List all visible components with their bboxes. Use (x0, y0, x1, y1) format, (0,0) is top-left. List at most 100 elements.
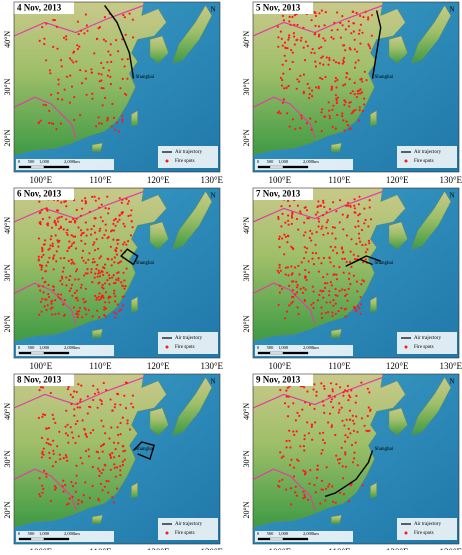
fire-spot (104, 263, 107, 266)
fire-spot (278, 246, 281, 249)
fire-spot (329, 261, 332, 264)
fire-spot (104, 96, 107, 99)
fire-spot (122, 295, 125, 298)
fire-spot (107, 50, 110, 53)
fire-spot (308, 96, 311, 100)
fire-spot (287, 36, 291, 39)
fire-spot (320, 382, 323, 385)
fire-spot (121, 463, 124, 467)
fire-spot (342, 477, 345, 480)
fire-spot (314, 213, 317, 216)
fire-spot (40, 208, 43, 211)
fire-spot (288, 439, 291, 442)
fire-spot (46, 304, 49, 307)
fire-spot (101, 236, 104, 240)
fire-spot (281, 63, 284, 66)
legend-box (397, 332, 457, 354)
fire-spot (305, 278, 308, 282)
fire-spot (103, 313, 106, 317)
fire-spot (118, 197, 121, 200)
fire-spot (86, 268, 89, 271)
fire-spot (294, 485, 297, 488)
fire-spot (300, 117, 303, 120)
fire-spot (107, 480, 110, 483)
fire-spot (337, 310, 340, 313)
fire-spot (297, 312, 300, 316)
scale-segment (257, 351, 271, 355)
scale-box (255, 159, 353, 170)
fire-spot (343, 103, 346, 107)
fire-spot (100, 122, 103, 125)
fire-spot (335, 454, 338, 457)
fire-spot (45, 298, 48, 301)
border (14, 96, 77, 139)
fire-spot (304, 470, 307, 473)
legend-label: Air trajectory (414, 522, 442, 527)
fire-spot (106, 271, 109, 274)
fire-spot (328, 290, 331, 293)
fire-spot (348, 105, 351, 108)
fire-spot (131, 394, 134, 397)
date-box (14, 188, 74, 200)
fire-spot (116, 487, 119, 490)
fire-spot (355, 11, 358, 15)
fire-spot (299, 287, 302, 290)
fire-spot (356, 50, 359, 53)
fire-spot (344, 294, 347, 297)
fire-spot (286, 199, 290, 203)
fire-spot (323, 24, 326, 27)
fire-spot (332, 249, 335, 252)
fire-spot (317, 85, 320, 88)
fire-spot (360, 91, 364, 94)
fire-spot (336, 96, 339, 99)
fire-spot (324, 39, 327, 42)
fire-spot (41, 415, 44, 418)
fire-spot (75, 60, 78, 63)
fire-spot (98, 457, 101, 460)
fire-spot (74, 235, 77, 238)
fire-spot (103, 306, 106, 309)
scale-label: 500 (28, 531, 36, 536)
fire-spot (123, 241, 126, 244)
fire-spot (336, 294, 339, 297)
fire-spot (37, 416, 40, 419)
fire-spot (92, 243, 95, 246)
fire-spot (82, 494, 85, 497)
fire-spot (66, 434, 69, 437)
fire-spot (353, 451, 356, 454)
fire-spot (284, 235, 287, 238)
fire-spot (45, 475, 48, 478)
fire-spot (122, 304, 125, 307)
fire-spot (330, 425, 333, 429)
fire-spot (309, 117, 312, 120)
date-box (14, 2, 74, 14)
fire-spot (45, 472, 48, 475)
fire-spot (299, 445, 302, 448)
fire-spot (353, 457, 356, 460)
fire-spot (301, 408, 304, 411)
fire-spot (114, 295, 117, 298)
fire-spot (62, 266, 65, 269)
fire-spot (77, 226, 80, 229)
fire-spot (123, 458, 126, 461)
fire-spot (107, 491, 110, 494)
fire-spot (367, 406, 370, 409)
fire-spot (284, 221, 287, 224)
fire-spot (280, 456, 283, 459)
fire-spot (114, 300, 117, 303)
fire-spot (129, 234, 133, 237)
fire-spot (307, 260, 310, 263)
fire-spot (290, 48, 293, 52)
fire-spot (328, 56, 331, 60)
fire-spot (70, 59, 73, 62)
fire-spot (300, 36, 303, 39)
fire-spot (302, 46, 305, 49)
fire-spot (132, 406, 135, 409)
fire-spot (291, 289, 294, 292)
fire-spot (92, 224, 96, 228)
fire-spot (43, 243, 46, 246)
fire-spot (342, 391, 345, 394)
fire-spot (114, 403, 117, 406)
fire-spot (363, 207, 366, 210)
fire-spot (280, 225, 283, 228)
